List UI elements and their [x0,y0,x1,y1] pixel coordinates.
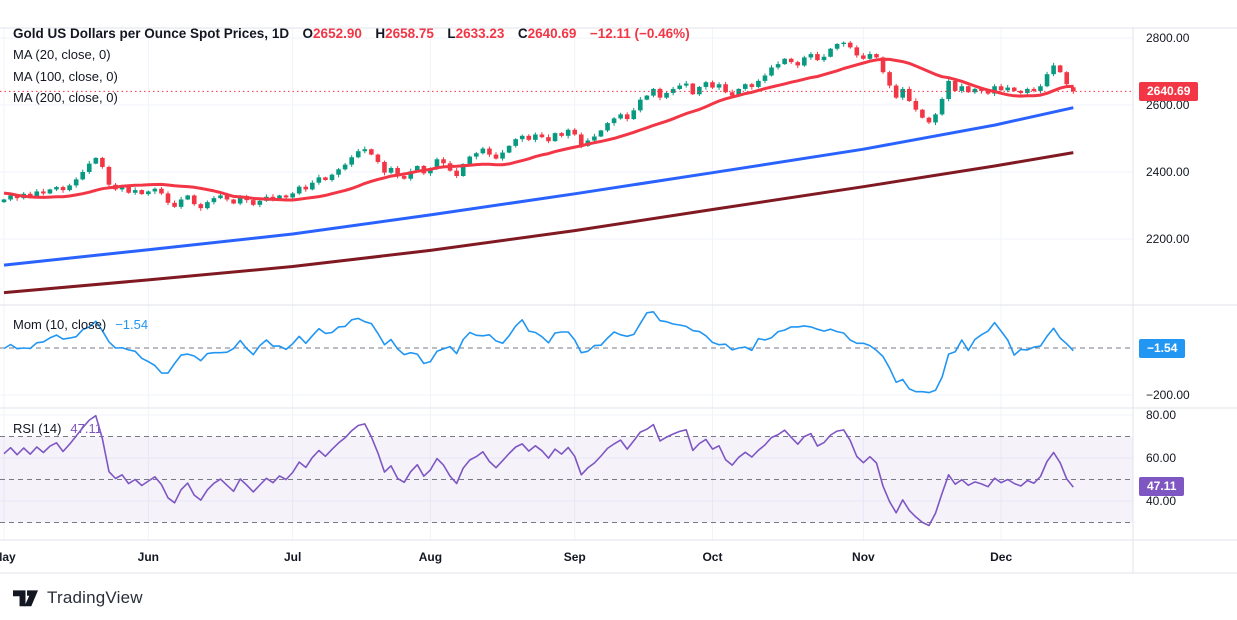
high-label: H [375,26,386,41]
rsi-axis[interactable]: 80.00 60.00 40.00 [1133,408,1237,540]
rsi-value: 47.11 [70,421,102,436]
rsi-legend[interactable]: RSI (14) 47.11 [13,421,102,436]
rsi-tick-label: 40.00 [1146,494,1177,508]
time-axis[interactable]: May Jun Jul Aug Sep Oct Nov Dec [0,540,1133,573]
momentum-legend[interactable]: Mom (10, close) −1.54 [13,317,148,332]
price-axis[interactable]: 2800.00 2600.00 2400.00 2200.00 [1133,28,1237,305]
tradingview-logo-icon [13,589,38,606]
month-label: May [0,550,16,564]
symbol-title: Gold US Dollars per Ounce Spot Prices, 1… [13,26,290,41]
tradingview-attribution[interactable]: TradingView [13,588,143,608]
ma200-legend[interactable]: MA (200, close, 0) [13,90,118,105]
momentum-axis[interactable]: −200.00 [1133,305,1237,408]
price-tick-label: 2800.00 [1146,31,1190,45]
price-tick-label: 2600.00 [1146,98,1190,112]
month-label: Sep [563,550,586,564]
symbol-legend[interactable]: Gold US Dollars per Ounce Spot Prices, 1… [13,25,690,43]
rsi-tick-label: 80.00 [1146,408,1177,422]
close-value: 2640.69 [527,26,577,41]
high-value: 2658.75 [385,26,434,41]
momentum-label: Mom (10, close) [13,317,107,332]
last-price-badge: 2640.69 [1139,82,1199,101]
open-value: 2652.90 [313,26,362,41]
momentum-value-badge: −1.54 [1139,339,1186,358]
low-value: 2633.23 [455,26,505,41]
price-tick-label: 2400.00 [1146,165,1190,179]
rsi-tick-label: 60.00 [1146,451,1177,465]
tradingview-logo-text: TradingView [47,588,143,607]
ma20-legend[interactable]: MA (20, close, 0) [13,47,111,62]
momentum-value: −1.54 [115,317,149,332]
month-label: Nov [852,550,875,564]
close-label: C [517,26,528,41]
ma100-legend[interactable]: MA (100, close, 0) [13,69,118,84]
price-tick-label: 2200.00 [1146,232,1190,246]
month-label: Oct [702,550,723,564]
month-label: Jul [283,550,302,564]
open-label: O [302,26,314,41]
rsi-value-badge: 47.11 [1139,477,1185,496]
month-label: Aug [418,550,443,564]
month-label: Dec [990,550,1013,564]
momentum-tick-label: −200.00 [1146,388,1190,402]
rsi-label: RSI (14) [13,421,62,436]
change-value: −12.11 (−0.46%) [589,26,690,41]
month-label: Jun [137,550,159,564]
low-label: L [447,26,456,41]
